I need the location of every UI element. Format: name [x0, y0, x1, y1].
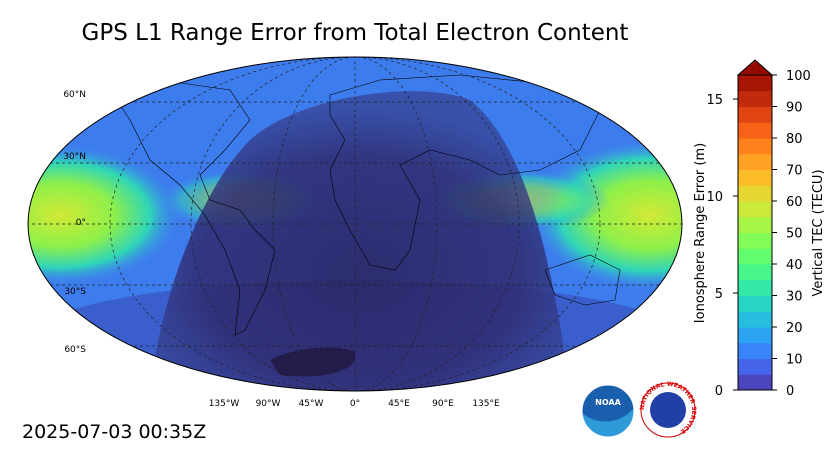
- colorbar-bin: [738, 311, 772, 328]
- lon-label: 0°: [350, 399, 360, 409]
- colorbar-bin: [738, 75, 772, 92]
- colorbar-bin: [738, 279, 772, 296]
- left-tick-label: 10: [706, 190, 723, 205]
- left-tick-label: 5: [715, 287, 723, 302]
- right-tick-label: 70: [786, 164, 803, 179]
- lat-label: 30°N: [63, 152, 86, 162]
- right-tick-label: 0: [786, 384, 794, 399]
- tec-map: [28, 57, 682, 391]
- timestamp: 2025-07-03 00:35Z: [22, 421, 206, 443]
- right-axis-label: Vertical TEC (TECU): [811, 169, 826, 296]
- colorbar-bin: [738, 153, 772, 170]
- lon-label: 90°E: [432, 399, 454, 409]
- lon-label: 90°W: [256, 399, 281, 409]
- lat-label: 60°N: [63, 90, 86, 100]
- left-tick-label: 15: [706, 93, 723, 108]
- colorbar-bin: [738, 342, 772, 359]
- right-tick-label: 100: [786, 69, 811, 84]
- colorbar-bin: [738, 374, 772, 391]
- title: GPS L1 Range Error from Total Electron C…: [82, 20, 629, 46]
- colorbar-bin: [738, 264, 772, 281]
- right-tick-label: 50: [786, 227, 803, 242]
- colorbar-bin: [738, 358, 772, 375]
- colorbar-bin: [738, 248, 772, 265]
- colorbar-bin: [738, 185, 772, 202]
- colorbar: 0 5 10 15 0 10 20 30 40 50 60 70 80 90 100 Ionosphere R…: [693, 59, 826, 399]
- lat-label: 0°: [76, 218, 86, 228]
- colorbar-bin: [738, 169, 772, 186]
- globe-outline: [27, 56, 683, 392]
- right-tick-label: 80: [786, 132, 803, 147]
- colorbar-bin: [738, 232, 772, 249]
- lon-label: 135°E: [472, 399, 500, 409]
- lon-label: 45°E: [388, 399, 410, 409]
- right-tick-label: 20: [786, 321, 803, 336]
- colorbar-bin: [738, 106, 772, 123]
- left-tick-label: 0: [715, 384, 723, 399]
- colorbar-bin: [738, 327, 772, 344]
- right-tick-label: 40: [786, 258, 803, 273]
- colorbar-bin: [738, 295, 772, 312]
- lat-label: 30°S: [64, 287, 86, 297]
- right-tick-label: 60: [786, 195, 803, 210]
- nws-logo: NATIONAL WEATHER SERVICE: [639, 381, 697, 438]
- colorbar-extend: [736, 59, 774, 76]
- lon-label: 135°W: [209, 399, 240, 409]
- lat-label: 60°S: [64, 345, 86, 355]
- colorbar-bin: [738, 216, 772, 233]
- colorbar-bin: [738, 90, 772, 107]
- colorbar-bin: [738, 138, 772, 155]
- colorbar-bin: [738, 122, 772, 139]
- left-axis-label: Ionosphere Range Error (m): [693, 143, 708, 323]
- noaa-text: NOAA: [595, 398, 621, 407]
- right-tick-label: 90: [786, 101, 803, 116]
- colorbar-bin: [738, 201, 772, 218]
- right-tick-label: 30: [786, 290, 803, 305]
- noaa-logo: NOAA: [581, 384, 635, 438]
- right-tick-label: 10: [786, 353, 803, 368]
- lon-label: 45°W: [299, 399, 324, 409]
